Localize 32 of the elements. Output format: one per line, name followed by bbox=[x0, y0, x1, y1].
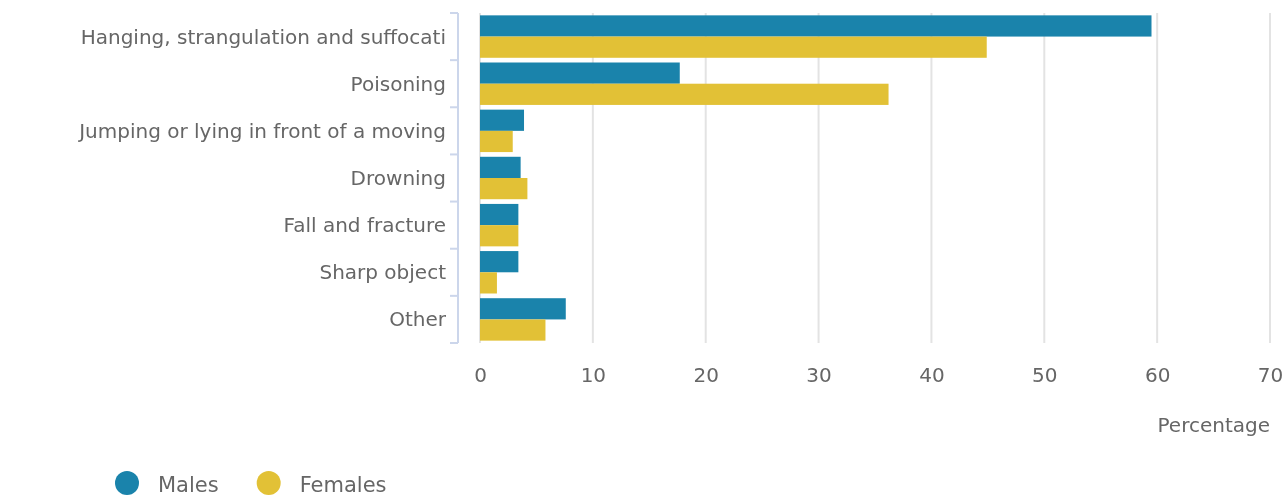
x-tick-label: 40 bbox=[919, 363, 945, 388]
x-tick-label: 20 bbox=[693, 363, 719, 388]
x-tick-label: 10 bbox=[580, 363, 607, 388]
bar bbox=[480, 130, 513, 153]
bar bbox=[480, 225, 519, 247]
x-tick-label: 70 bbox=[1257, 363, 1283, 388]
bar bbox=[480, 109, 525, 131]
bar bbox=[480, 298, 566, 320]
legend-label: Females bbox=[299, 473, 387, 498]
y-tick-label: Jumping or lying in front of a moving bbox=[77, 118, 446, 143]
x-tick-label: 60 bbox=[1144, 363, 1171, 388]
bar bbox=[480, 272, 497, 294]
bar bbox=[480, 83, 889, 105]
bar bbox=[480, 36, 987, 58]
bar bbox=[480, 156, 521, 178]
y-tick-label: Other bbox=[389, 307, 447, 332]
bar bbox=[480, 251, 519, 273]
y-tick-label: Drowning bbox=[350, 166, 446, 190]
x-axis-title: Percentage bbox=[1157, 413, 1270, 437]
bar bbox=[480, 178, 528, 200]
bar bbox=[480, 203, 519, 226]
x-tick-label: 30 bbox=[806, 363, 832, 388]
bar bbox=[480, 62, 680, 84]
bar bbox=[480, 15, 1152, 37]
y-tick-label: Poisoning bbox=[350, 71, 446, 96]
y-tick-label: Hanging, strangulation and suffocati bbox=[80, 24, 446, 49]
x-tick-label: 0 bbox=[474, 363, 487, 388]
y-tick-label: Sharp object bbox=[319, 260, 447, 285]
y-tick-label: Fall and fracture bbox=[283, 213, 446, 238]
bar bbox=[480, 319, 546, 341]
x-tick-label: 50 bbox=[1032, 363, 1058, 388]
legend-label: Males bbox=[158, 473, 219, 498]
